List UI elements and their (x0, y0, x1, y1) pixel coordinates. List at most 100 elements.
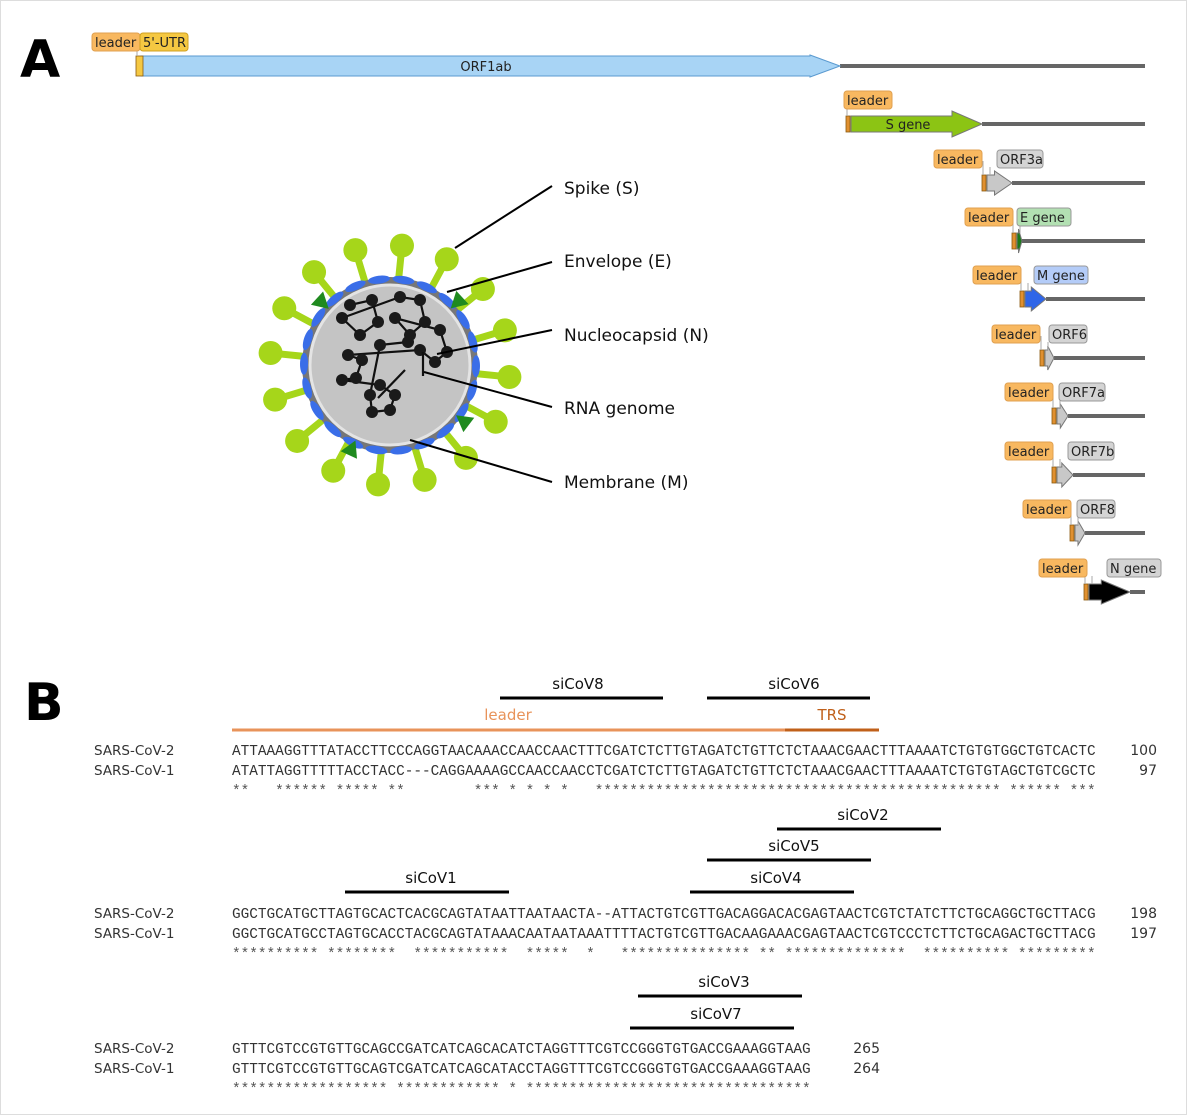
spike-head (434, 247, 459, 272)
nucleocapsid-protein (414, 344, 426, 356)
gene-tag-text: E gene (1020, 211, 1065, 226)
leader-segment (981, 174, 987, 192)
gene-arrow (850, 110, 984, 138)
spike-stalk (461, 401, 493, 422)
gene-tag-text: N gene (1110, 562, 1156, 577)
sequence-name: SARS-CoV-2 (94, 743, 174, 759)
alignment-block: SARS-CoV-2 GGCTGCATGCTTAGTGCACTCACGCAGTAT… (94, 906, 1157, 963)
gene-tag-text: ORF3a (1000, 153, 1043, 168)
nucleocapsid-protein (389, 389, 401, 401)
sequence-position: 100 (1130, 743, 1157, 759)
alignment-panel: siCoV8 siCoV6 leader TRS siCoV2 siCoV5 s… (94, 675, 1157, 1098)
sequence: GTTTCGTCCGTGTTGCAGTCGATCATCAGCATACCTAGGT… (232, 1062, 811, 1078)
membrane-protein (392, 275, 415, 285)
spike-head (285, 428, 310, 453)
gene-arrow (986, 170, 1013, 196)
svg-text:leader: leader (484, 706, 532, 724)
spike-stalk (299, 415, 328, 440)
sirna-sicov6: siCoV6 (707, 675, 870, 700)
leader-tag-text: leader (995, 328, 1037, 343)
leader-tag-text: leader (1008, 445, 1050, 460)
conservation-line: ** ****** ***** ** *** * * * * *********… (232, 784, 1096, 800)
nucleocapsid-protein (434, 324, 446, 336)
leader-tag (964, 207, 1014, 227)
nucleocapsid-protein (350, 372, 362, 384)
gene-tag-text: ORF7a (1062, 386, 1105, 401)
leader-tag-text: leader (937, 153, 979, 168)
spike-head (272, 296, 297, 321)
spike-head (302, 260, 327, 285)
svg-text:siCoV4: siCoV4 (750, 869, 801, 887)
gene-arrow (1016, 228, 1023, 254)
nucleocapsid-protein (356, 354, 368, 366)
leader-segment (1011, 232, 1017, 250)
membrane-protein (468, 331, 478, 353)
spike-head (497, 364, 522, 389)
sequence-name: SARS-CoV-2 (94, 906, 174, 922)
membrane-protein (302, 329, 313, 351)
nucleocapsid-protein (366, 294, 378, 306)
sequence-alignment: SARS-CoV-2 ATTAAAGGTTTATACCTTCCCAGGTAACAA… (94, 743, 1157, 1098)
conservation-line: ********** ******** *********** ***** * … (232, 947, 1096, 963)
spike-head (470, 277, 495, 302)
gene-tag (1058, 382, 1106, 402)
svg-text:siCoV3: siCoV3 (698, 973, 749, 991)
transcript-orf7a: leader ORF7a (1004, 382, 1145, 430)
gene-tag-text: M gene (1037, 269, 1085, 284)
transcript-e-gene: leader E gene (964, 207, 1145, 254)
gene-tag (1048, 324, 1088, 344)
leader-tag-text: leader (1042, 562, 1084, 577)
nucleocapsid-protein (414, 294, 426, 306)
sequence-name: SARS-CoV-1 (94, 926, 174, 942)
sequence: GTTTCGTCCGTGTTGCAGCCGATCATCAGCACATCTAGGT… (232, 1042, 811, 1058)
gene-arrow (1056, 461, 1074, 489)
sequence-position: 198 (1130, 906, 1157, 922)
alignment-block: SARS-CoV-2 ATTAAAGGTTTATACCTTCCCAGGTAACAA… (94, 743, 1157, 800)
envelope-protein (450, 290, 469, 309)
nucleocapsid-protein (366, 406, 378, 418)
nucleocapsid-protein (336, 374, 348, 386)
membrane-protein (302, 377, 312, 399)
spike-head (321, 458, 346, 483)
transcript-n-gene: leader N gene (1038, 558, 1162, 605)
membrane-protein (416, 281, 437, 294)
nucleocapsid-protein (394, 291, 406, 303)
nucleocapsid-label: Nucleocapsid (N) (564, 326, 709, 346)
spike-head (412, 467, 437, 492)
svg-text:siCoV2: siCoV2 (837, 806, 888, 824)
nucleocapsid-protein (344, 299, 356, 311)
nucleocapsid-protein (419, 316, 431, 328)
spike-stalk (354, 254, 369, 288)
nucleocapsid-protein (354, 329, 366, 341)
leader-tag (1022, 499, 1072, 519)
leader-tag-text: leader (976, 269, 1018, 284)
leader-tag-text: leader (95, 36, 137, 51)
envelope-protein (310, 291, 329, 309)
gene-tag (1033, 265, 1089, 285)
virion-callouts: Spike (S) Envelope (E) Nucleocapsid (N) … (409, 179, 709, 493)
sirna-sicov2: siCoV2 (777, 806, 941, 831)
utr-tag-text: 5'-UTR (143, 36, 186, 51)
membrane-protein (345, 280, 366, 293)
sequence-name: SARS-CoV-2 (94, 1041, 174, 1057)
gene-tag (1106, 558, 1162, 578)
spike-stalk (287, 308, 319, 329)
spike-head (258, 341, 283, 366)
nucleocapsid-protein (364, 389, 376, 401)
gene-tag-text: ORF6 (1052, 328, 1087, 343)
leader-tag (1038, 558, 1088, 578)
conservation-line: ****************** ************ * ******… (232, 1082, 811, 1098)
leader-segment (1019, 290, 1025, 308)
gene-arrow (1024, 285, 1047, 313)
membrane-protein (365, 445, 388, 455)
membrane-protein (456, 309, 470, 330)
spike-head (343, 238, 368, 263)
leader-tag-text: leader (1008, 386, 1050, 401)
spike-head (263, 387, 288, 412)
sequence: ATTAAAGGTTTATACCTTCCCAGGTAACAAACCAACCAAC… (232, 744, 1096, 760)
sequence: GGCTGCATGCTTAGTGCACTCACGCAGTATAATTAATAAC… (232, 907, 1096, 923)
sequence: GGCTGCATGCCTAGTGCACCTACGCAGTATAAACAATAAT… (232, 927, 1096, 943)
spike-stalk (471, 369, 505, 380)
membrane-protein (325, 291, 344, 307)
sequence-position: 264 (853, 1061, 880, 1077)
